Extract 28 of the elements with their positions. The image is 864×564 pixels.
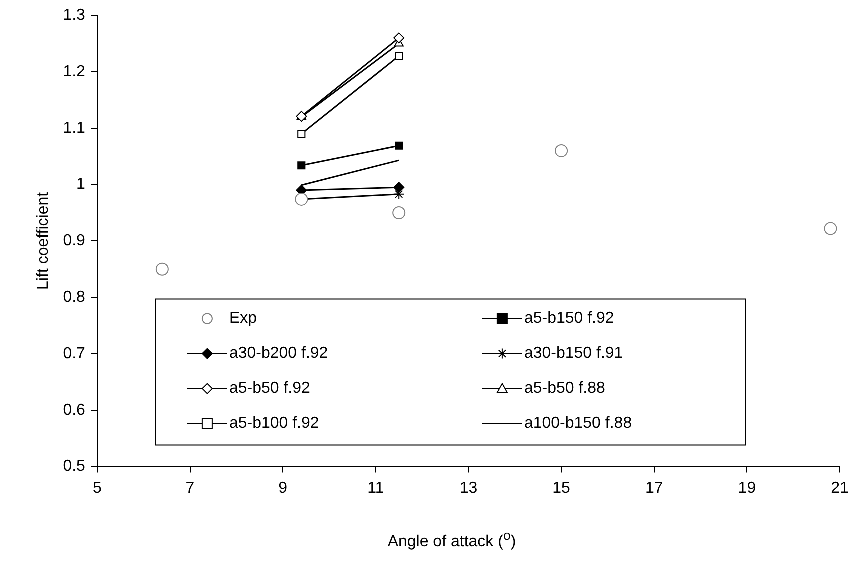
x-tick-label: 9	[278, 480, 288, 497]
y-tick-label: 0.6	[63, 402, 86, 419]
legend-label: a100-b150 f.88	[524, 415, 632, 432]
y-tick-label: 0.8	[63, 289, 86, 306]
y-tick-label: 1.1	[63, 120, 86, 137]
x-axis-title: Angle of attack ($^{o}$)	[386, 528, 518, 552]
x-tick-label: 7	[186, 480, 195, 497]
x-tick-label: 13	[460, 480, 478, 497]
x-tick-label: 19	[738, 480, 756, 497]
legend-label: a5-b50 f.92	[229, 380, 310, 398]
y-tick-label: 0.7	[63, 345, 86, 362]
legend-label: a30-b150 f.91	[524, 345, 624, 362]
y-tick-label: 0.5	[63, 458, 86, 476]
x-tick-label: 21	[831, 480, 849, 497]
legend-label: a5-b100 f.92	[229, 415, 320, 432]
y-tick-label: 1	[76, 176, 86, 194]
y-tick-label: 0.9	[63, 232, 86, 250]
y-axis-title: Lift coefficient	[35, 192, 52, 290]
legend-label: a30-b200 f.92	[229, 345, 328, 362]
x-tick-label: 11	[368, 480, 384, 497]
legend-label: a5-b50 f.88	[524, 380, 606, 398]
x-tick-label: 5	[92, 480, 102, 497]
y-tick-label: 1.3	[63, 7, 86, 24]
legend-label: Exp	[229, 310, 258, 328]
y-tick-label: 1.2	[63, 63, 86, 80]
x-tick-label: 15	[552, 480, 571, 497]
legend-label: a5-b150 f.92	[524, 310, 614, 328]
x-tick-label: 17	[645, 480, 664, 497]
